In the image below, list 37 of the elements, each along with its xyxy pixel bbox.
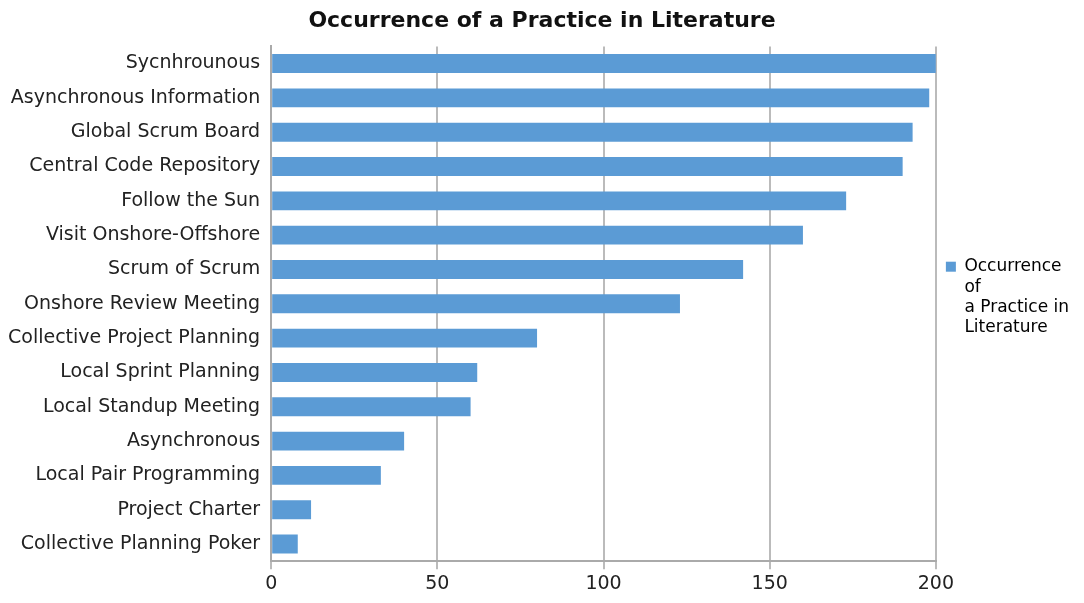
y-tick-label: Local Sprint Planning bbox=[60, 359, 261, 382]
bar bbox=[272, 328, 538, 348]
y-tick-label: Scrum of Scrum bbox=[108, 256, 261, 279]
y-tick-label: Asynchronous Information bbox=[10, 84, 261, 107]
bar bbox=[272, 88, 930, 108]
y-tick-label: Onshore Review Meeting bbox=[24, 290, 261, 313]
y-tick-label: Local Pair Programming bbox=[35, 462, 261, 485]
y-tick-label: Project Charter bbox=[117, 496, 261, 519]
bar bbox=[272, 260, 744, 279]
x-tick-label: 100 bbox=[585, 570, 622, 593]
chart-title: Occurrence of a Practice in Literature bbox=[308, 6, 776, 32]
x-tick-label: 200 bbox=[917, 570, 955, 593]
x-tick-label: 0 bbox=[265, 570, 278, 593]
y-tick-label: Asynchronous bbox=[126, 428, 261, 451]
y-tick-label: Collective Planning Poker bbox=[20, 530, 261, 553]
bar bbox=[272, 225, 803, 245]
bar bbox=[272, 363, 478, 382]
legend-label: Occurrence of a Practice in Literature bbox=[964, 255, 1069, 337]
y-tick-label: Sycnhrounous bbox=[125, 50, 261, 73]
bar bbox=[272, 294, 680, 314]
bar bbox=[272, 157, 903, 176]
bar bbox=[272, 54, 936, 73]
x-tick-label: 150 bbox=[751, 570, 788, 593]
bar bbox=[272, 191, 847, 211]
bar bbox=[272, 500, 312, 520]
y-tick-label: Global Scrum Board bbox=[70, 119, 261, 142]
bar bbox=[272, 122, 913, 142]
y-tick-label: Visit Onshore-Offshore bbox=[45, 222, 261, 245]
bar bbox=[272, 465, 381, 485]
y-tick-label: Follow the Sun bbox=[121, 187, 261, 210]
bar bbox=[272, 397, 471, 417]
y-tick-label: Local Standup Meeting bbox=[42, 393, 261, 416]
bar bbox=[272, 431, 405, 451]
bar bbox=[272, 534, 298, 554]
y-tick-label: Central Code Repository bbox=[29, 153, 261, 176]
y-tick-label: Collective Project Planning bbox=[7, 325, 261, 348]
x-tick-label: 50 bbox=[425, 570, 450, 593]
